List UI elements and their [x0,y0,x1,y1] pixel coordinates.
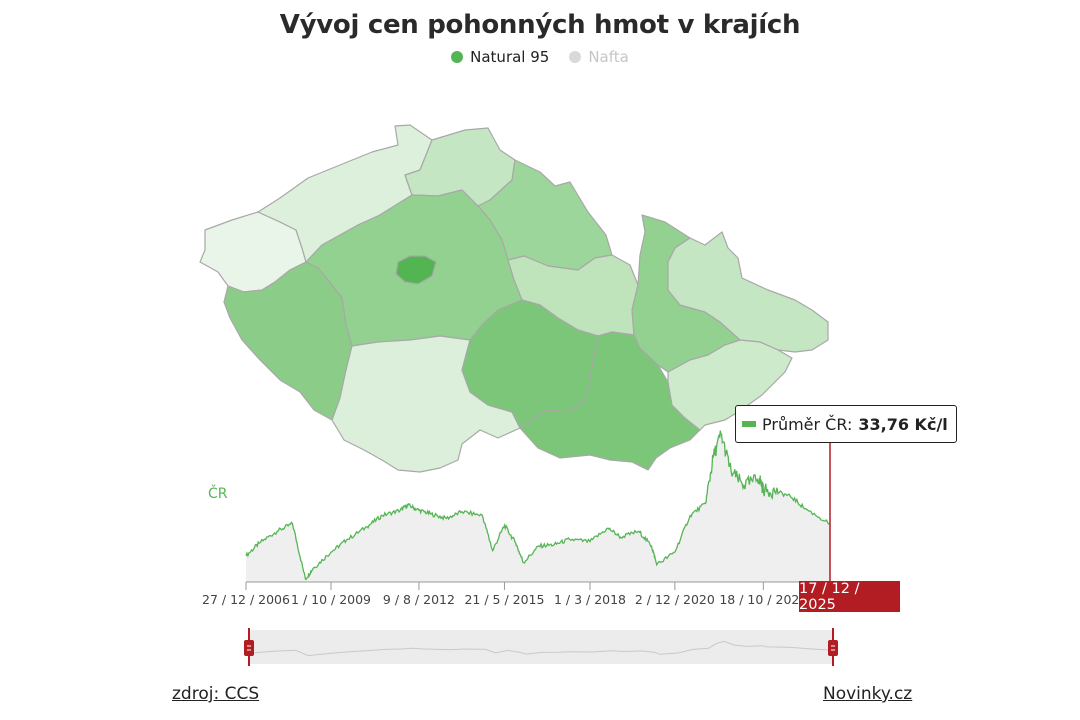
x-tick-label: 18 / 10 / 2023 [719,592,807,607]
navigator-series-line [248,640,834,657]
legend-label-natural95: Natural 95 [470,48,550,66]
tooltip-swatch [742,421,756,427]
navigator-handle-left[interactable] [244,628,254,666]
series-area-natural95 [246,430,830,582]
chart-title: Vývoj cen pohonných hmot v krajích [279,10,801,40]
legend-dot-natural95 [451,51,464,63]
navigator-handle-right[interactable] [828,628,838,666]
legend-dot-nafta [569,51,582,63]
region-praha[interactable] [395,255,437,285]
x-axis-ticks: 27 / 12 / 2006 1 / 10 / 2009 9 / 8 / 2012 2… [202,582,807,607]
series-line-natural95[interactable] [245,430,831,581]
legend-label-nafta: Nafta [588,48,629,66]
legend-item-nafta[interactable]: Nafta [569,48,629,66]
cursor-date-badge: 17 / 12 / 2025 [799,581,900,613]
price-area-chart[interactable] [245,430,831,582]
tooltip-value: 33,76 Kč/l [858,414,948,434]
x-tick-label: 1 / 10 / 2009 [291,592,371,607]
x-tick-label: 9 / 8 / 2012 [383,592,455,607]
region-map [199,124,829,473]
value-tooltip: Průměr ČR: 33,76 Kč/l [735,405,957,443]
brand-link[interactable]: Novinky.cz [823,684,913,704]
x-tick-label: 2 / 12 / 2020 [635,592,715,607]
region-zlinsky[interactable] [667,339,793,431]
range-navigator[interactable] [244,628,838,666]
navigator-background [249,630,833,664]
legend: Natural 95 Nafta [0,48,1080,66]
x-tick-label: 1 / 3 / 2018 [554,592,626,607]
tooltip-label: Průměr ČR: [762,414,853,434]
region-jihocesky[interactable] [331,335,521,473]
series-label: ČR [208,484,228,502]
region-moravskoslezsky[interactable] [667,231,829,353]
x-tick-label: 21 / 5 / 2015 [464,592,544,607]
legend-item-natural95[interactable]: Natural 95 [451,48,549,66]
source-link[interactable]: zdroj: CCS [172,684,260,704]
x-tick-label: 27 / 12 / 2006 [202,592,290,607]
